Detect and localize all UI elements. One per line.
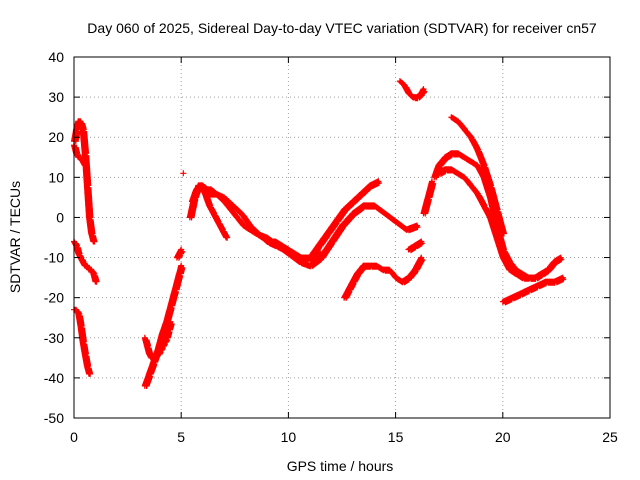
y-axis-label: SDTVAR / TECUs xyxy=(7,181,23,293)
series-arc-i xyxy=(180,170,187,177)
series-markers xyxy=(180,170,187,177)
series-markers xyxy=(499,274,567,306)
y-tick-label: -20 xyxy=(44,290,64,306)
x-axis-label: GPS time / hours xyxy=(287,458,394,474)
y-tick-label: -50 xyxy=(44,410,64,426)
series-arc-e xyxy=(141,262,186,389)
y-tick-label: -40 xyxy=(44,370,64,386)
series-arc-c xyxy=(71,238,100,285)
chart-title: Day 060 of 2025, Sidereal Day-to-day VTE… xyxy=(87,20,597,36)
axes: -50 -40 -30 -20 -10 0 10 20 30 40 0 5 10 15 20 25 xyxy=(44,49,618,445)
series-arc-o xyxy=(405,238,425,254)
series-markers xyxy=(203,178,382,262)
series-arc-p xyxy=(420,178,437,217)
series-arc-s xyxy=(448,114,507,237)
x-tick-label: 5 xyxy=(177,429,185,445)
series-arc-t xyxy=(499,274,567,306)
y-tick-label: 20 xyxy=(48,129,64,145)
y-tick-label: 10 xyxy=(48,169,64,185)
series-arc-g xyxy=(173,246,186,261)
series-markers xyxy=(435,166,545,282)
plot-frame xyxy=(73,56,611,419)
series-arc-f xyxy=(141,318,175,362)
x-tick-label: 0 xyxy=(70,429,78,445)
x-tick-label: 15 xyxy=(388,429,404,445)
y-tick-label: -10 xyxy=(44,250,64,266)
series-arc-n xyxy=(396,78,428,102)
series-arc-l xyxy=(253,202,421,270)
series-markers xyxy=(341,254,426,301)
series-arc-k xyxy=(203,178,382,262)
data-points xyxy=(71,78,567,389)
series-markers xyxy=(253,202,421,270)
y-tick-label: -30 xyxy=(44,330,64,346)
x-tick-label: 10 xyxy=(281,429,297,445)
series-arc-r xyxy=(435,166,545,282)
series-markers xyxy=(71,238,100,285)
series-markers xyxy=(141,262,186,389)
y-tick-label: 40 xyxy=(48,49,64,65)
series-markers xyxy=(141,318,175,362)
series-markers xyxy=(405,238,425,254)
series-markers xyxy=(173,246,186,261)
y-tick-label: 30 xyxy=(48,89,64,105)
series-arc-m xyxy=(341,254,426,301)
x-tick-label: 20 xyxy=(495,429,511,445)
series-markers xyxy=(420,178,437,217)
x-tick-label: 25 xyxy=(602,429,618,445)
y-tick-label: 0 xyxy=(56,209,64,225)
series-markers xyxy=(448,114,507,237)
series-markers xyxy=(396,78,428,102)
